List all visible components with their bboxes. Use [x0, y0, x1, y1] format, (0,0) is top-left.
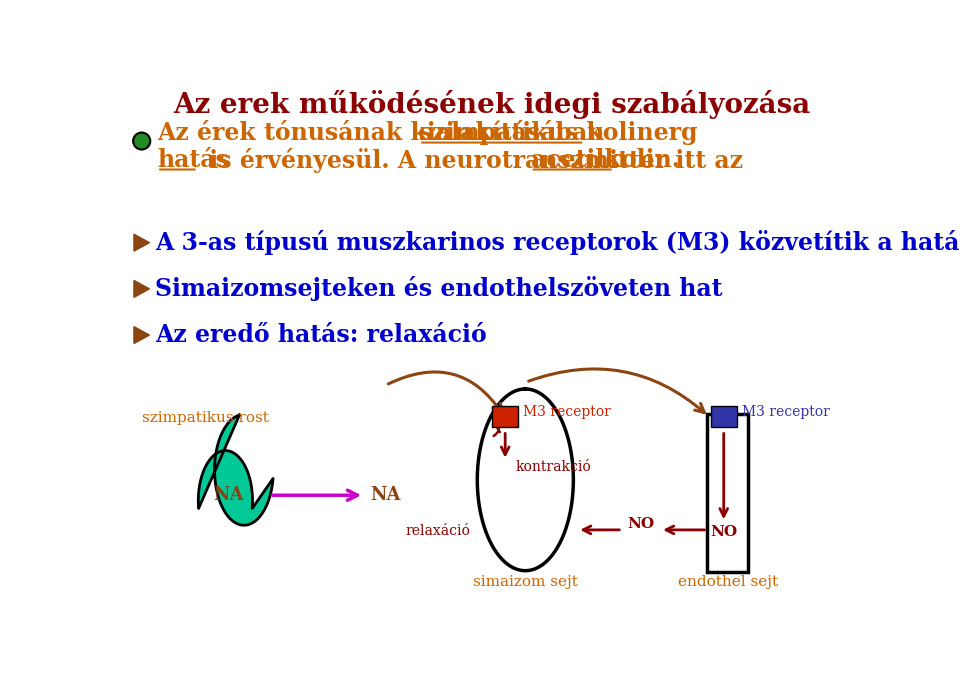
Polygon shape — [134, 234, 150, 251]
Text: Az eredő hatás: relaxáció: Az eredő hatás: relaxáció — [155, 323, 487, 347]
Text: relaxáció: relaxáció — [405, 525, 470, 539]
Text: Az érek tónusának kialakításában: Az érek tónusának kialakításában — [157, 121, 612, 145]
Polygon shape — [199, 415, 273, 525]
Text: endothel sejt: endothel sejt — [678, 575, 778, 589]
Text: kontrakció: kontrakció — [516, 459, 591, 474]
Bar — [492, 406, 518, 428]
Text: hatás: hatás — [157, 149, 229, 172]
Bar — [710, 406, 737, 428]
Text: NA: NA — [213, 486, 244, 505]
Text: szimpatikus rost: szimpatikus rost — [142, 412, 269, 425]
Text: NA: NA — [371, 486, 401, 505]
Text: szimpatikus kolinerg: szimpatikus kolinerg — [420, 121, 698, 145]
Text: M3 receptor: M3 receptor — [742, 405, 830, 419]
Text: NO: NO — [710, 525, 737, 539]
Text: acetilkolin.: acetilkolin. — [531, 149, 680, 172]
Polygon shape — [477, 389, 573, 570]
Text: Simaizomsejteken és endothelszöveten hat: Simaizomsejteken és endothelszöveten hat — [155, 276, 722, 301]
Text: M3 receptor: M3 receptor — [523, 405, 611, 419]
Polygon shape — [134, 280, 150, 297]
Text: simaizom sejt: simaizom sejt — [473, 575, 578, 589]
Text: NO: NO — [627, 517, 655, 531]
Text: A 3-as típusú muszkarinos receptorok (M3) közvetítik a hatást: A 3-as típusú muszkarinos receptorok (M3… — [155, 230, 960, 255]
Bar — [708, 414, 748, 573]
Text: is érvényesül. A neurotranszmitter itt az: is érvényesül. A neurotranszmitter itt a… — [202, 148, 752, 173]
Text: Az erek működésének idegi szabályozása: Az erek működésének idegi szabályozása — [174, 90, 810, 119]
Circle shape — [133, 133, 150, 149]
Polygon shape — [134, 327, 150, 344]
